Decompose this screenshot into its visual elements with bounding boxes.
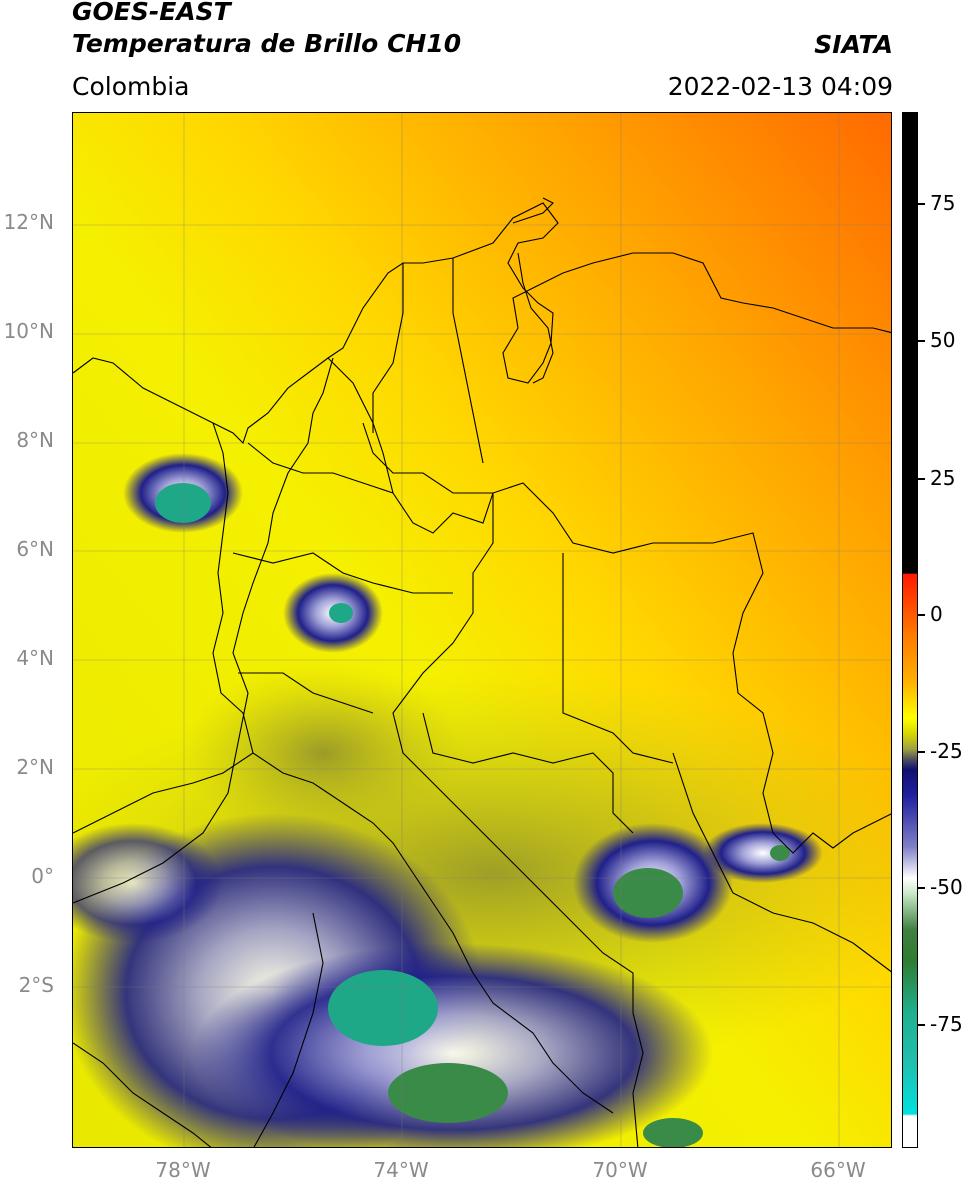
cold-top-south xyxy=(328,970,438,1046)
colorbar-label-minus25: -25 xyxy=(930,739,963,763)
lat-label-4n: 4°N xyxy=(16,646,54,670)
graticule xyxy=(73,113,891,1147)
map-canvas xyxy=(73,113,891,1147)
satellite-title: GOES-EAST xyxy=(72,0,231,26)
product-title: Temperatura de Brillo CH10 xyxy=(72,29,462,58)
borders xyxy=(73,197,891,1147)
lat-label-2n: 2°N xyxy=(16,755,54,779)
datetime-label: 2022-02-13 04:09 xyxy=(667,72,893,101)
colorbar-label-25: 25 xyxy=(930,466,956,490)
lat-label-12n: 12°N xyxy=(3,210,54,234)
region-label: Colombia xyxy=(72,72,190,101)
colorbar-label-minus50: -50 xyxy=(930,875,963,899)
lat-label-10n: 10°N xyxy=(3,319,54,343)
lat-label-6n: 6°N xyxy=(16,537,54,561)
colorbar-label-75: 75 xyxy=(930,191,956,215)
convective-system-south xyxy=(193,943,713,1147)
lat-label-8n: 8°N xyxy=(16,428,54,452)
lat-label-0: 0° xyxy=(31,864,54,888)
colorbar-label-minus75: -75 xyxy=(930,1012,963,1036)
cold-top-panama xyxy=(155,483,211,523)
brightness-temperature-map xyxy=(72,112,892,1148)
lon-label-66w: 66°W xyxy=(810,1158,866,1182)
colorbar-label-0: 0 xyxy=(930,602,943,626)
lat-label-2s: 2°S xyxy=(18,973,54,997)
colorbar-label-50: 50 xyxy=(930,328,956,352)
lon-label-70w: 70°W xyxy=(592,1158,648,1182)
source-label: SIATA xyxy=(814,30,893,59)
lon-label-74w: 74°W xyxy=(373,1158,429,1182)
lon-label-78w: 78°W xyxy=(155,1158,211,1182)
colorbar xyxy=(902,112,918,1148)
cold-top-amazon xyxy=(613,868,683,918)
